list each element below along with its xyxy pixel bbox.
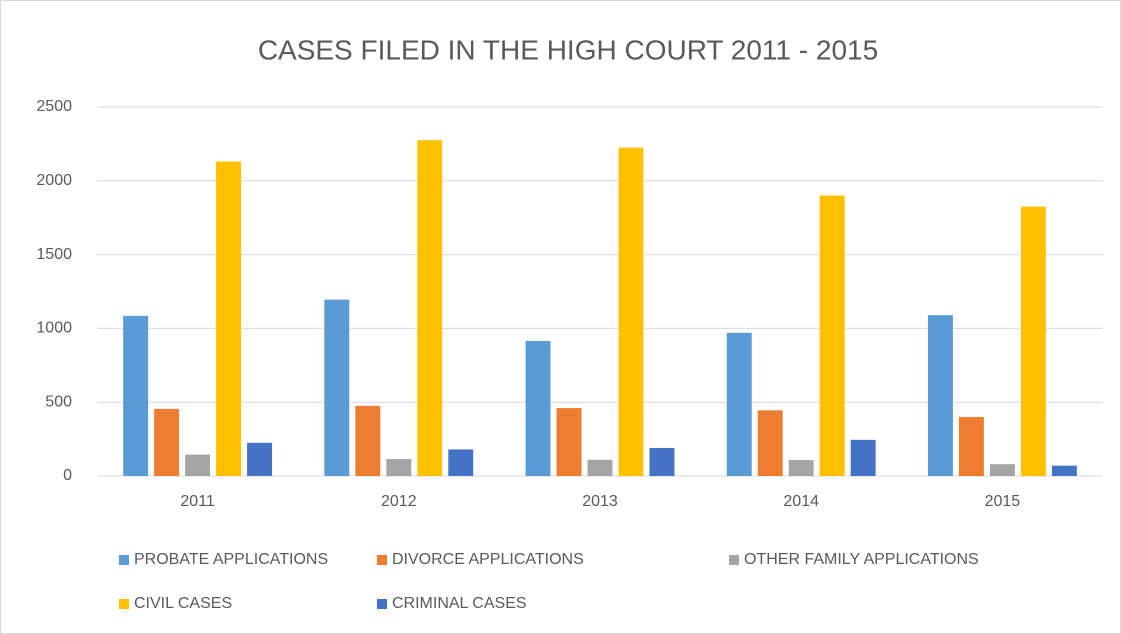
x-tick-label: 2013 [582,493,618,510]
bar [247,442,273,476]
bar [525,340,551,476]
bar [154,408,180,476]
bar [618,147,644,476]
bar [757,410,783,476]
bar [355,405,381,476]
x-tick-label: 2015 [985,493,1021,510]
legend-label: DIVORCE APPLICATIONS [392,551,584,568]
legend-label: CIVIL CASES [134,595,232,612]
y-tick-label: 500 [45,393,72,410]
y-tick-label: 1000 [36,320,72,337]
chart-title: CASES FILED IN THE HIGH COURT 2011 - 201… [258,34,878,65]
legend-swatch [729,555,739,565]
bar [958,416,984,476]
bar [726,332,752,476]
x-tick-label: 2012 [381,493,417,510]
bar [819,195,845,476]
bar [216,161,242,476]
bar [417,140,443,476]
legend-swatch [119,555,129,565]
bar [649,447,675,476]
legend-label: OTHER FAMILY APPLICATIONS [744,551,979,568]
bar [556,408,582,476]
bar [1051,465,1077,476]
y-tick-label: 2500 [36,98,72,115]
x-tick-label: 2014 [783,493,819,510]
y-tick-label: 2000 [36,172,72,189]
bar [989,464,1015,476]
y-tick-label: 1500 [36,246,72,263]
bar [324,299,350,476]
bar [386,459,412,476]
x-tick-label: 2011 [180,493,215,510]
legend-swatch [377,555,387,565]
bar [185,454,211,476]
legend-swatch [377,599,387,609]
legend-swatch [119,599,129,609]
bar [927,315,953,476]
bar [123,315,149,476]
bar [788,460,814,476]
legend-label: PROBATE APPLICATIONS [134,551,328,568]
bar [1020,206,1046,476]
legend-label: CRIMINAL CASES [392,595,527,612]
bar [850,439,876,476]
bar [448,449,474,476]
y-tick-label: 0 [63,467,72,484]
bar [587,459,613,476]
